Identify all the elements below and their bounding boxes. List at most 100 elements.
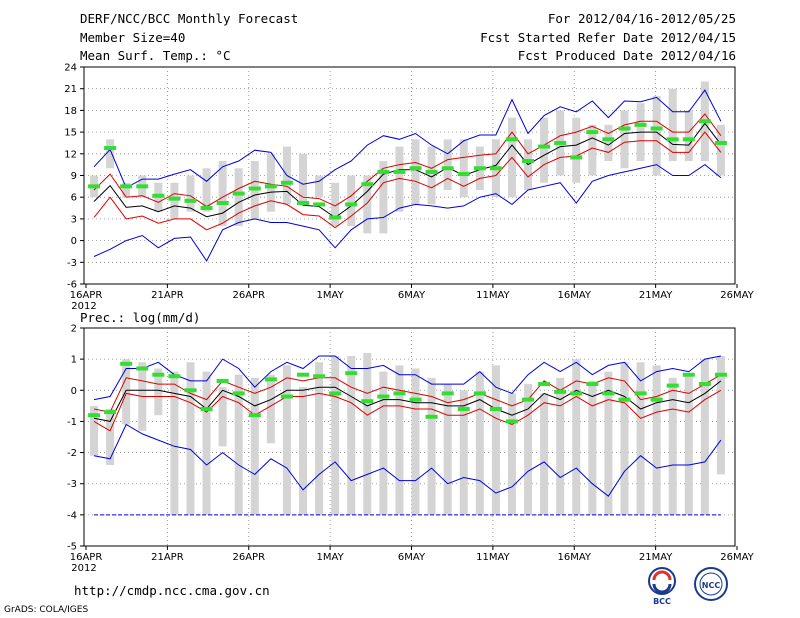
prec-ytick-label: 0 <box>71 386 77 397</box>
temp-ensemble-bar <box>379 161 388 234</box>
temp-xtick-label: 6MAY <box>398 290 426 301</box>
temp-ensemble-bar <box>652 95 661 176</box>
temp-line-ensemble-mean <box>93 122 722 219</box>
prec-xtick-label: 11MAY <box>476 552 510 563</box>
prec-observed-marker <box>393 391 406 396</box>
prec-ensemble-bar <box>395 365 404 515</box>
temp-ensemble-bar <box>218 161 227 227</box>
prec-observed-marker <box>184 388 197 393</box>
prec-observed-marker <box>505 419 518 424</box>
prec-ensemble-bar <box>604 371 613 515</box>
prec-observed-marker <box>522 397 535 402</box>
prec-observed-marker <box>264 377 277 382</box>
prec-observed-marker <box>345 371 358 376</box>
temp-ensemble-bar <box>299 153 307 205</box>
prec-observed-marker <box>168 374 181 379</box>
temp-ensemble-bar <box>106 139 115 169</box>
temp-observed-marker <box>345 202 358 207</box>
bcc-logo-text: BCC <box>653 597 671 606</box>
temp-observed-marker <box>650 126 663 131</box>
prec-ensemble-bar <box>700 359 709 515</box>
prec-observed-marker <box>248 413 261 418</box>
refer-date: Fcst Started Refer Date 2012/04/15 <box>480 30 736 45</box>
temp-observed-marker <box>618 126 631 131</box>
temp-xtick-label: 11MAY <box>476 290 510 301</box>
prec-observed-marker <box>714 372 727 377</box>
temp-line-mean-spread <box>93 131 722 231</box>
temp-observed-marker <box>136 184 149 189</box>
temp-observed-marker <box>232 191 245 196</box>
prec-observed-marker <box>570 391 583 396</box>
prec-ensemble-bar <box>379 371 388 515</box>
prec-plot-frame <box>83 327 736 547</box>
temp-ensemble-bar <box>620 110 629 169</box>
temp-observed-marker <box>329 215 342 220</box>
prec-ensemble-bar <box>459 390 468 515</box>
prec-observed-marker <box>280 394 293 399</box>
temp-observed-marker <box>570 155 583 160</box>
temp-observed-marker <box>586 130 599 135</box>
produced-date: Fcst Produced Date 2012/04/16 <box>517 48 736 63</box>
prec-xtick-label: 6MAY <box>398 552 426 563</box>
prec-observed-marker <box>634 391 647 396</box>
temp-ensemble-bar <box>716 124 725 176</box>
temp-ensemble-bar <box>266 153 275 212</box>
temp-xtick-label: 21MAY <box>639 290 673 301</box>
prec-panel-title: Prec.: log(mm/d) <box>80 310 200 325</box>
prec-observed-marker <box>425 414 438 419</box>
prec-line-ensemble-min <box>93 423 722 497</box>
temp-observed-marker <box>682 137 695 142</box>
temp-ytick-label: 24 <box>64 63 77 74</box>
prec-xtick-label: 21MAY <box>639 552 673 563</box>
temp-observed-marker <box>522 159 535 164</box>
temp-ensemble-bar <box>540 117 549 183</box>
temp-observed-marker <box>297 200 309 205</box>
temp-xtick-label: 21APR <box>151 290 184 301</box>
temp-observed-marker <box>457 172 470 177</box>
prec-observed-marker <box>586 382 599 387</box>
prec-xtick-label: 16APR <box>70 552 103 563</box>
prec-observed-marker <box>88 413 101 418</box>
prec-ensemble-bar <box>524 384 533 515</box>
prec-observed-marker <box>313 374 326 379</box>
website-url[interactable]: http://cmdp.ncc.cma.gov.cn <box>74 583 270 598</box>
temp-ytick-label: 9 <box>71 171 77 182</box>
temp-observed-marker <box>361 182 374 187</box>
temp-observed-marker <box>377 169 390 174</box>
prec-ensemble-bar <box>218 387 227 447</box>
temp-xtick-label: 16APR <box>70 290 103 301</box>
prec-xtick-label: 2012 <box>71 563 96 574</box>
prec-line-ensemble-mean <box>93 380 722 422</box>
temp-ensemble-bar <box>668 88 677 162</box>
prec-ytick-label: -4 <box>67 510 77 521</box>
prec-observed-marker <box>489 406 502 411</box>
prec-ensemble-bar <box>186 362 195 515</box>
temp-ensemble-bar <box>588 124 597 176</box>
prec-ensemble-bar <box>668 377 677 515</box>
prec-observed-marker <box>361 399 374 404</box>
prec-ensemble-bar <box>347 356 356 515</box>
temp-ensemble-bar <box>170 182 179 219</box>
temp-observed-marker <box>554 140 567 145</box>
temp-ensemble-bar <box>395 146 404 212</box>
prec-observed-marker <box>120 361 133 366</box>
temp-xtick-label: 26APR <box>232 290 265 301</box>
temp-observed-marker <box>425 169 438 174</box>
prec-ensemble-bar <box>540 393 549 515</box>
prec-ensemble-bar <box>652 365 661 515</box>
temp-observed-marker <box>409 166 422 171</box>
temp-line-mean-spread <box>93 113 722 208</box>
ncc-logo: NCC <box>688 566 734 610</box>
prec-ensemble-bar <box>315 362 324 515</box>
prec-ensemble-bar <box>363 352 372 515</box>
prec-observed-marker <box>554 389 567 394</box>
prec-observed-marker <box>377 394 390 399</box>
temp-ensemble-bar <box>443 139 452 190</box>
temp-observed-marker <box>184 198 197 203</box>
prec-xtick-label: 21APR <box>151 552 184 563</box>
temp-observed-marker <box>104 146 117 151</box>
prec-ensemble-bar <box>443 384 452 515</box>
prec-observed-marker <box>409 397 422 402</box>
prec-ensemble-bar <box>556 377 565 515</box>
